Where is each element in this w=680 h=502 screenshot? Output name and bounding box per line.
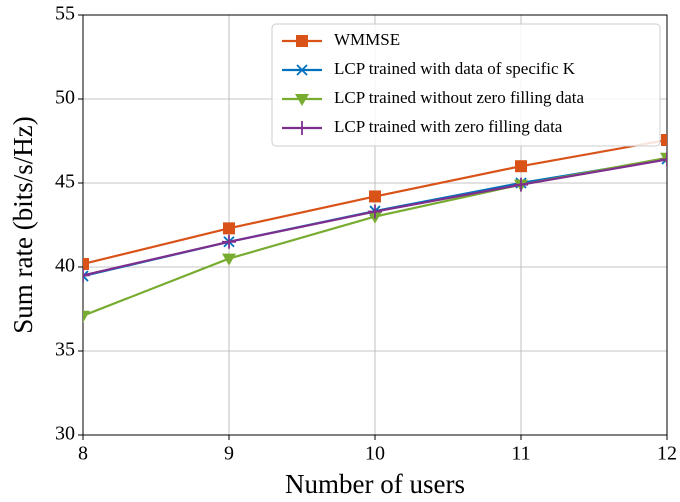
marker [223,222,235,235]
y-axis-label: Sum rate (bits/s/Hz) [8,116,38,333]
y-tick-label: 35 [55,339,75,361]
y-tick-label: 40 [55,255,75,277]
x-tick-label: 11 [511,443,530,465]
legend-label: WMMSE [334,30,400,49]
marker [660,152,667,167]
marker [514,177,528,192]
y-tick-label: 50 [55,87,75,109]
y-tick-label: 45 [55,171,75,193]
y-tick-label: 55 [55,3,75,25]
x-tick-label: 9 [224,443,234,465]
y-tick-label: 30 [55,423,75,445]
marker [661,133,667,146]
plot-layer [83,133,667,323]
marker [83,268,90,283]
x-tick-label: 12 [657,443,677,465]
marker [295,94,309,106]
marker [83,310,90,323]
plot-frame [82,14,668,436]
x-tick-label: 10 [365,443,385,465]
marker [83,270,89,282]
marker [296,35,308,47]
marker [369,190,381,203]
legend-box [271,23,661,147]
legend-label: LCP trained with data of specific K [334,59,576,78]
legend-label: LCP trained with zero filling data [334,117,563,136]
marker [222,253,236,266]
x-tick-label: 8 [78,443,88,465]
marker [296,64,308,76]
x-axis-label: Number of users [285,469,465,499]
marker [83,257,89,270]
marker [368,204,382,219]
marker [295,121,309,135]
marker [222,234,236,249]
marker [515,160,527,173]
legend-label: LCP trained without zero filling data [334,88,585,107]
